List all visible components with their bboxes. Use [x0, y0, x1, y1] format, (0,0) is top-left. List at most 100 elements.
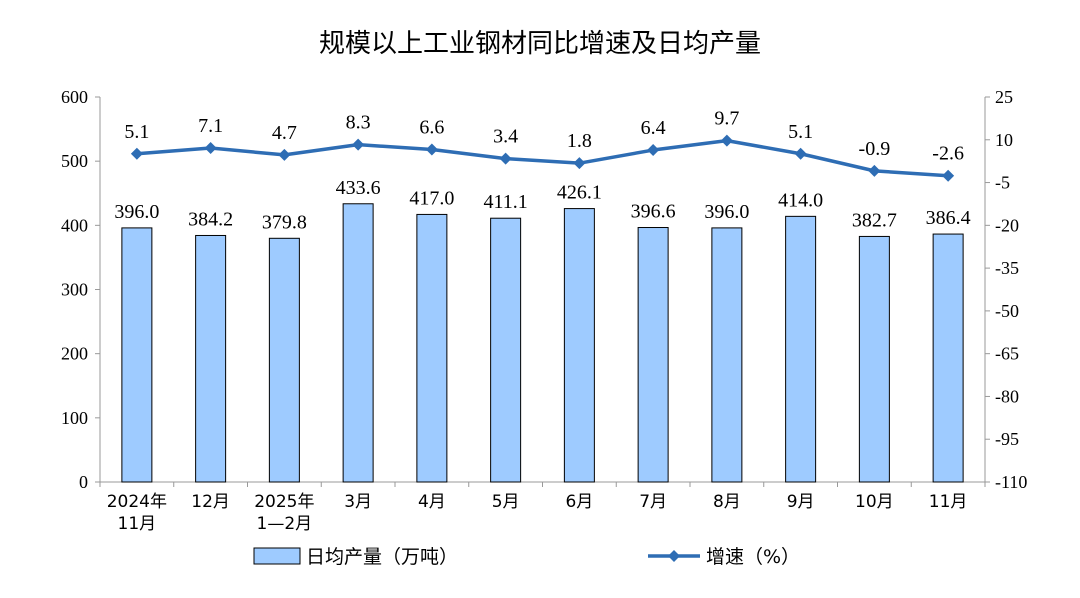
left-tick-label: 0: [79, 472, 88, 492]
line-point: [425, 143, 438, 156]
x-tick-label-line: 5月: [492, 492, 520, 512]
line-series: [130, 134, 955, 182]
right-axis-labels: 25 10 -5 -20 -35 -50 -65 -80 -95 -110: [995, 87, 1027, 492]
x-tick-label: 7月: [639, 492, 667, 512]
x-tick-label: 12月: [191, 492, 230, 512]
line-value-label: 3.4: [493, 126, 518, 148]
line-point: [942, 169, 955, 182]
bar: [563, 208, 595, 483]
line-point: [499, 152, 512, 165]
bar-value-label: 426.1: [557, 182, 602, 204]
bar-value-label: 417.0: [409, 187, 454, 209]
x-tick-label-line: 2024年: [107, 492, 167, 512]
bar-value-label: 411.1: [483, 191, 527, 213]
x-tick-label-line: 9月: [787, 492, 815, 512]
x-tick-label-line: 12月: [191, 492, 230, 512]
x-tick-label: 4月: [418, 492, 446, 512]
right-tick-label: -50: [995, 301, 1019, 321]
x-tick-label-line: 3月: [344, 492, 372, 512]
line-value-label: 1.8: [567, 130, 592, 152]
line-value-label: 8.3: [346, 112, 371, 134]
bar: [785, 215, 817, 483]
left-tick-label: 200: [61, 344, 88, 364]
line-point: [794, 147, 807, 160]
x-tick-label-line: 11月: [118, 514, 157, 534]
bar-value-label: 379.8: [262, 211, 307, 233]
legend-line-marker: [668, 550, 680, 562]
x-tick-label-line: 7月: [639, 492, 667, 512]
right-tick-label: -65: [995, 344, 1019, 364]
line-value-label: -0.9: [859, 138, 891, 160]
bar-value-label: 396.0: [704, 201, 749, 223]
x-tick-label: 5月: [492, 492, 520, 512]
bar: [711, 227, 743, 483]
x-tick-label-line: 11月: [929, 492, 968, 512]
x-tick-label-line: 6月: [565, 492, 593, 512]
line-value-label: 5.1: [788, 121, 813, 143]
line-point: [130, 147, 143, 160]
bar-series: [121, 203, 964, 483]
left-tick-label: 400: [61, 215, 88, 235]
bar: [268, 237, 300, 483]
bar: [637, 227, 669, 483]
bar: [342, 203, 374, 483]
x-tick-label: 6月: [565, 492, 593, 512]
line-point: [352, 138, 365, 151]
left-tick-label: 100: [61, 408, 88, 428]
bar-value-label: 382.7: [852, 209, 897, 231]
bar: [195, 234, 227, 483]
x-tick-label: 2025年 1—2月: [254, 492, 314, 534]
right-tick-label: 10: [995, 130, 1013, 150]
line-point: [720, 134, 733, 147]
legend-bar-label: 日均产量（万吨）: [306, 546, 458, 568]
x-tick-label: 2024年 11月: [107, 492, 167, 534]
legend-bar-swatch: [253, 547, 301, 565]
x-tick-label-line: 10月: [855, 492, 894, 512]
left-tick-label: 500: [61, 151, 88, 171]
right-tick-label: -110: [995, 472, 1027, 492]
bar-value-label: 433.6: [336, 177, 381, 199]
x-tick-label: 9月: [787, 492, 815, 512]
line-value-label: 4.7: [272, 122, 297, 144]
bar: [121, 227, 153, 483]
bar-data-labels: 396.0 384.2 379.8 433.6 417.0 411.1 426.1 396.6…: [114, 177, 970, 234]
x-tick-label-line: 1—2月: [257, 514, 313, 534]
chart-title: 规模以上工业钢材同比增速及日均产量: [319, 29, 761, 59]
legend-line-label: 增速（%）: [706, 546, 800, 568]
bar-value-label: 386.4: [926, 207, 971, 229]
x-tick-label-line: 2025年: [254, 492, 314, 512]
left-tick-label: 600: [61, 87, 88, 107]
line-point: [204, 142, 217, 155]
line-point: [868, 164, 881, 177]
line-value-label: 9.7: [714, 108, 739, 130]
line-value-label: 6.4: [641, 117, 666, 139]
x-tick-label-line: 8月: [713, 492, 741, 512]
left-tick-label: 300: [61, 280, 88, 300]
line-path: [136, 138, 949, 178]
line-point: [573, 157, 586, 170]
bar: [932, 233, 964, 483]
line-value-label: 5.1: [124, 121, 149, 143]
legend: 日均产量（万吨） 增速（%）: [253, 546, 800, 568]
right-tick-label: -80: [995, 386, 1019, 406]
right-tick-label: 25: [995, 87, 1013, 107]
line-value-label: 7.1: [198, 115, 223, 137]
bar-value-label: 414.0: [778, 189, 823, 211]
left-axis-labels: 0 100 200 300 400 500 600: [61, 87, 88, 492]
x-tick-label: 10月: [855, 492, 894, 512]
bar: [490, 217, 522, 483]
line-value-label: -2.6: [932, 143, 964, 165]
line-value-label: 6.6: [419, 116, 444, 138]
bar: [858, 235, 890, 483]
right-tick-label: -20: [995, 215, 1019, 235]
x-tick-label-line: 4月: [418, 492, 446, 512]
x-tick-label: 3月: [344, 492, 372, 512]
right-tick-label: -95: [995, 429, 1019, 449]
bar: [416, 213, 448, 483]
axes: [95, 96, 990, 487]
line-data-labels: 5.1 7.1 4.7 8.3 6.6 3.4 1.8 6.4 9.7 5.1 -0.9 -2.6: [124, 108, 964, 165]
x-tick-label: 11月: [929, 492, 968, 512]
